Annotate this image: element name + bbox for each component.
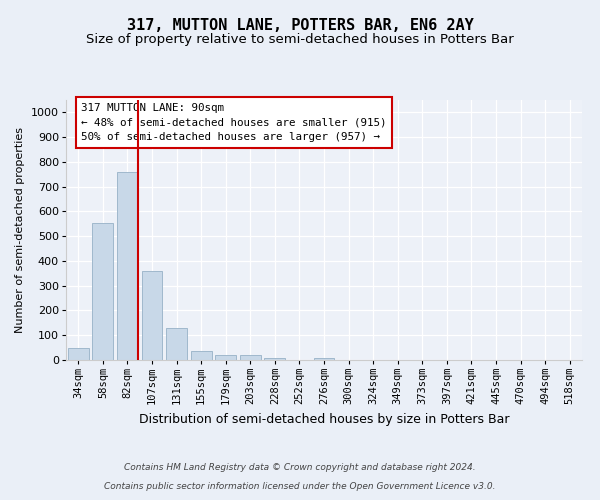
Bar bbox=[265, 358, 286, 360]
Bar bbox=[240, 355, 261, 360]
Text: 317, MUTTON LANE, POTTERS BAR, EN6 2AY: 317, MUTTON LANE, POTTERS BAR, EN6 2AY bbox=[127, 18, 473, 32]
Text: Contains public sector information licensed under the Open Government Licence v3: Contains public sector information licen… bbox=[104, 482, 496, 491]
Y-axis label: Number of semi-detached properties: Number of semi-detached properties bbox=[16, 127, 26, 333]
X-axis label: Distribution of semi-detached houses by size in Potters Bar: Distribution of semi-detached houses by … bbox=[139, 413, 509, 426]
Bar bbox=[117, 172, 138, 360]
Bar bbox=[68, 348, 89, 360]
Bar bbox=[191, 351, 212, 360]
Text: Size of property relative to semi-detached houses in Potters Bar: Size of property relative to semi-detach… bbox=[86, 32, 514, 46]
Bar bbox=[215, 355, 236, 360]
Text: Contains HM Land Registry data © Crown copyright and database right 2024.: Contains HM Land Registry data © Crown c… bbox=[124, 464, 476, 472]
Bar bbox=[142, 271, 163, 360]
Bar bbox=[314, 358, 334, 360]
Text: 317 MUTTON LANE: 90sqm
← 48% of semi-detached houses are smaller (915)
50% of se: 317 MUTTON LANE: 90sqm ← 48% of semi-det… bbox=[82, 102, 387, 142]
Bar bbox=[92, 222, 113, 360]
Bar bbox=[166, 328, 187, 360]
